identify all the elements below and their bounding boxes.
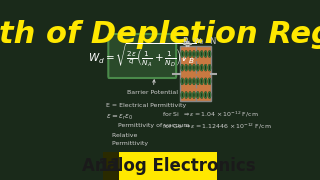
- Text: E = Electrical Permittivity: E = Electrical Permittivity: [106, 103, 187, 108]
- Text: $W_d$: $W_d$: [193, 37, 205, 47]
- Circle shape: [201, 65, 203, 71]
- Text: N: N: [209, 37, 215, 46]
- Text: Permittivity: Permittivity: [106, 141, 148, 146]
- Circle shape: [185, 78, 187, 84]
- Text: Permittivity of vacuum: Permittivity of vacuum: [106, 123, 189, 128]
- Circle shape: [189, 51, 191, 57]
- Circle shape: [197, 78, 199, 84]
- Circle shape: [204, 65, 207, 71]
- Circle shape: [189, 92, 191, 98]
- Circle shape: [193, 51, 195, 57]
- Circle shape: [185, 51, 187, 57]
- Text: 11: 11: [98, 157, 123, 175]
- Text: P: P: [182, 37, 187, 46]
- Circle shape: [201, 78, 203, 84]
- Circle shape: [193, 65, 195, 71]
- Circle shape: [201, 51, 203, 57]
- Circle shape: [193, 92, 195, 98]
- Circle shape: [193, 78, 195, 84]
- Circle shape: [181, 51, 183, 57]
- Circle shape: [201, 92, 203, 98]
- Circle shape: [189, 65, 191, 71]
- Circle shape: [197, 51, 199, 57]
- Circle shape: [181, 92, 183, 98]
- Circle shape: [208, 92, 211, 98]
- Circle shape: [204, 92, 207, 98]
- Circle shape: [197, 65, 199, 71]
- Bar: [103, 152, 217, 180]
- Circle shape: [204, 78, 207, 84]
- Text: $W_d = \sqrt{\frac{2\varepsilon}{q}\left(\frac{1}{N_A}+\frac{1}{N_D}\right)V_B}$: $W_d = \sqrt{\frac{2\varepsilon}{q}\left…: [88, 41, 196, 69]
- Text: Relative: Relative: [106, 133, 138, 138]
- Circle shape: [208, 65, 211, 71]
- Circle shape: [208, 51, 211, 57]
- Circle shape: [181, 78, 183, 84]
- Text: Width of Depletion Region: Width of Depletion Region: [0, 20, 320, 49]
- Bar: [103, 152, 119, 180]
- Text: for Ge $\Rightarrow \varepsilon = 1.12446 \times 10^{-12}$ F/cm: for Ge $\Rightarrow \varepsilon = 1.1244…: [162, 122, 271, 131]
- FancyBboxPatch shape: [108, 34, 176, 78]
- Bar: [180, 46, 211, 101]
- Circle shape: [181, 65, 183, 71]
- Text: for Si  $\Rightarrow \varepsilon = 1.04 \times 10^{-12}$ F/cm: for Si $\Rightarrow \varepsilon = 1.04 \…: [162, 110, 259, 119]
- Text: Analog Electronics: Analog Electronics: [82, 157, 256, 175]
- Circle shape: [185, 65, 187, 71]
- Circle shape: [204, 51, 207, 57]
- Circle shape: [208, 78, 211, 84]
- Circle shape: [185, 92, 187, 98]
- Circle shape: [189, 78, 191, 84]
- Circle shape: [197, 92, 199, 98]
- Text: Barrier Potential: Barrier Potential: [127, 80, 178, 95]
- Text: $\varepsilon = \varepsilon_r \varepsilon_0$: $\varepsilon = \varepsilon_r \varepsilon…: [106, 113, 133, 122]
